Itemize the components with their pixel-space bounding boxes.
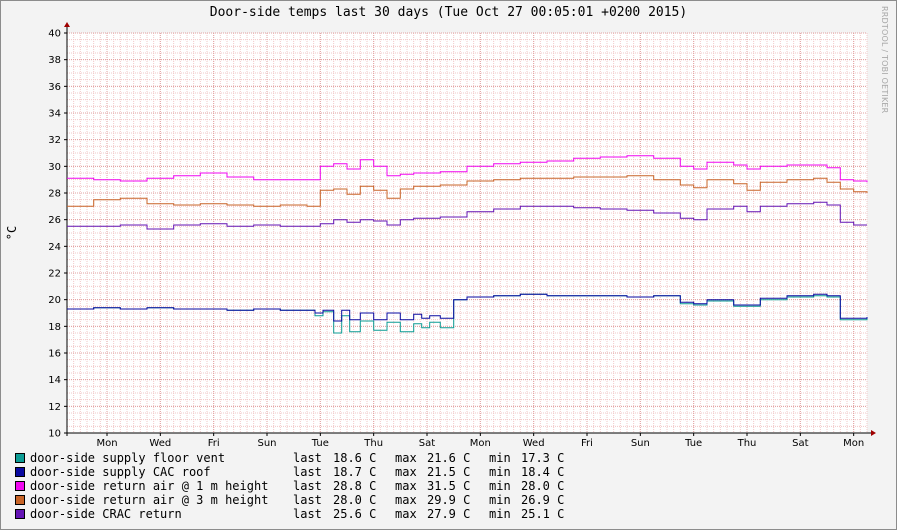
y-axis-arrow bbox=[64, 22, 70, 27]
legend-last-label: last bbox=[293, 479, 322, 493]
legend: door-side supply floor vent last 18.6 C max… bbox=[15, 451, 564, 521]
legend-swatch bbox=[15, 467, 25, 477]
legend-max-value: 27.9 C bbox=[427, 507, 471, 521]
series-line-2 bbox=[67, 293, 868, 322]
legend-series-name: door-side supply CAC roof bbox=[30, 465, 211, 479]
y-tick-label: 28 bbox=[48, 189, 61, 200]
watermark: RRDTOOL / TOBI OETIKER bbox=[880, 6, 889, 114]
x-tick-label: Mon bbox=[843, 438, 864, 449]
y-tick-label: 34 bbox=[48, 109, 61, 120]
legend-max-label: max bbox=[395, 451, 417, 465]
legend-min-label: min bbox=[489, 451, 511, 465]
legend-max-label: max bbox=[395, 465, 417, 479]
legend-swatch bbox=[15, 495, 25, 505]
x-axis-arrow bbox=[871, 430, 876, 436]
series-line-3 bbox=[67, 155, 868, 183]
y-tick-label: 14 bbox=[48, 375, 61, 386]
x-tick-label: Thu bbox=[363, 438, 383, 449]
legend-entry: door-side return air @ 1 m height last 28.… bbox=[15, 479, 564, 493]
legend-max-value: 29.9 C bbox=[427, 493, 471, 507]
y-axis-label: °C bbox=[5, 225, 19, 241]
y-tick-label: 30 bbox=[48, 162, 61, 173]
legend-min-label: min bbox=[489, 479, 511, 493]
legend-series-name: door-side supply floor vent bbox=[30, 451, 226, 465]
x-tick-label: Thu bbox=[737, 438, 757, 449]
legend-entry: door-side return air @ 3 m height last 28.… bbox=[15, 493, 564, 507]
x-tick-label: Tue bbox=[311, 438, 329, 449]
legend-series-name: door-side CRAC return bbox=[30, 507, 182, 521]
y-tick-label: 12 bbox=[48, 402, 61, 413]
legend-max-label: max bbox=[395, 493, 417, 507]
legend-entry: door-side supply floor vent last 18.6 C max… bbox=[15, 451, 564, 465]
legend-last-value: 18.7 C bbox=[333, 465, 377, 479]
legend-last-value: 18.6 C bbox=[333, 451, 377, 465]
legend-last-value: 28.0 C bbox=[333, 493, 377, 507]
series-line-4 bbox=[67, 175, 868, 207]
legend-min-value: 28.0 C bbox=[521, 479, 565, 493]
x-tick-label: Sun bbox=[631, 438, 650, 449]
legend-last-label: last bbox=[293, 465, 322, 479]
x-tick-label: Wed bbox=[523, 438, 545, 449]
chart-title: Door-side temps last 30 days (Tue Oct 27… bbox=[209, 5, 688, 20]
legend-max-label: max bbox=[395, 507, 417, 521]
legend-max-value: 21.6 C bbox=[427, 451, 471, 465]
x-tick-label: Sun bbox=[257, 438, 276, 449]
y-tick-label: 40 bbox=[48, 29, 61, 40]
legend-last-value: 28.8 C bbox=[333, 479, 377, 493]
x-tick-label: Tue bbox=[684, 438, 702, 449]
y-tick-label: 20 bbox=[48, 295, 61, 306]
y-tick-label: 22 bbox=[48, 269, 61, 280]
y-tick-label: 16 bbox=[48, 349, 61, 360]
legend-max-value: 21.5 C bbox=[427, 465, 471, 479]
legend-last-label: last bbox=[293, 507, 322, 521]
legend-min-value: 25.1 C bbox=[521, 507, 565, 521]
y-tick-label: 18 bbox=[48, 322, 61, 333]
x-tick-label: Mon bbox=[470, 438, 491, 449]
legend-swatch bbox=[15, 481, 25, 491]
x-tick-label: Wed bbox=[149, 438, 171, 449]
y-tick-label: 26 bbox=[48, 215, 61, 226]
legend-series-name: door-side return air @ 3 m height bbox=[30, 493, 269, 507]
legend-entry: door-side CRAC return last 25.6 C max 27.9 C… bbox=[15, 507, 564, 521]
x-tick-label: Fri bbox=[581, 438, 593, 449]
x-tick-label: Fri bbox=[208, 438, 220, 449]
y-tick-label: 32 bbox=[48, 135, 61, 146]
y-tick-label: 10 bbox=[48, 429, 61, 440]
x-tick-label: Sat bbox=[792, 438, 808, 449]
legend-min-value: 17.3 C bbox=[521, 451, 565, 465]
legend-swatch bbox=[15, 453, 25, 463]
legend-swatch bbox=[15, 509, 25, 519]
y-tick-label: 24 bbox=[48, 242, 61, 253]
legend-min-value: 26.9 C bbox=[521, 493, 565, 507]
x-tick-label: Sat bbox=[419, 438, 435, 449]
x-tick-label: Mon bbox=[96, 438, 117, 449]
legend-min-label: min bbox=[489, 465, 511, 479]
legend-series-name: door-side return air @ 1 m height bbox=[30, 479, 269, 493]
legend-min-value: 18.4 C bbox=[521, 465, 565, 479]
legend-max-label: max bbox=[395, 479, 417, 493]
legend-max-value: 31.5 C bbox=[427, 479, 471, 493]
y-tick-label: 38 bbox=[48, 55, 61, 66]
legend-min-label: min bbox=[489, 507, 511, 521]
legend-last-value: 25.6 C bbox=[333, 507, 377, 521]
y-tick-label: 36 bbox=[48, 82, 61, 93]
legend-min-label: min bbox=[489, 493, 511, 507]
legend-last-label: last bbox=[293, 493, 322, 507]
series-line-5 bbox=[67, 201, 867, 230]
legend-last-label: last bbox=[293, 451, 322, 465]
legend-entry: door-side supply CAC roof last 18.7 C max 21… bbox=[15, 465, 564, 479]
